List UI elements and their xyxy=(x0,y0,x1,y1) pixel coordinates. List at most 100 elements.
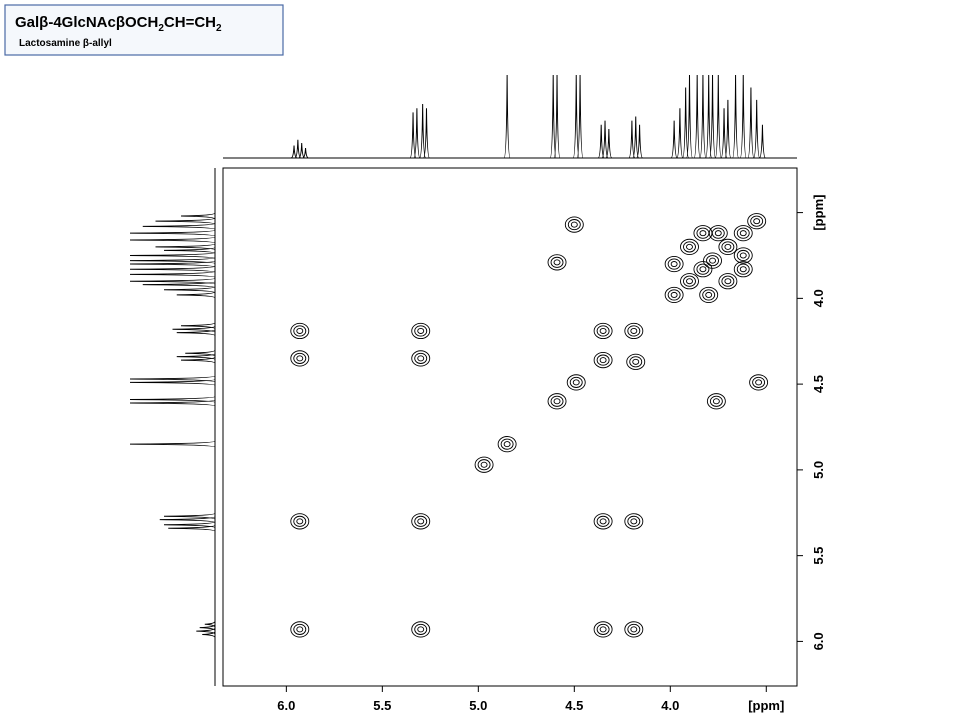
contour xyxy=(572,379,580,386)
contour xyxy=(711,227,725,239)
cross-peak xyxy=(733,247,753,264)
contour xyxy=(626,353,646,370)
top-trace-peak xyxy=(682,87,690,159)
cross-peak xyxy=(411,621,431,638)
contour xyxy=(736,263,750,275)
left-trace-peak xyxy=(129,265,216,273)
contour xyxy=(721,241,735,253)
cross-peak xyxy=(664,286,684,304)
contour xyxy=(632,358,640,365)
contour xyxy=(411,350,431,367)
left-trace-peak xyxy=(180,322,216,330)
cross-peak xyxy=(680,273,699,290)
x-tick-label: 6.0 xyxy=(277,698,295,713)
contour xyxy=(624,621,644,638)
contour xyxy=(739,252,747,259)
cross-peak xyxy=(564,216,584,233)
contour xyxy=(547,254,567,271)
top-trace-peak xyxy=(739,74,747,159)
contour xyxy=(749,374,769,391)
contour xyxy=(739,230,747,237)
contour xyxy=(709,395,723,407)
cross-peak xyxy=(474,456,494,473)
contour xyxy=(417,518,425,525)
contour xyxy=(477,459,491,471)
contour xyxy=(593,352,613,369)
contour xyxy=(503,441,511,448)
left-trace-peak xyxy=(129,229,216,237)
y-tick-label: 4.0 xyxy=(811,289,826,307)
left-trace-peak xyxy=(163,512,216,520)
top-trace-peak xyxy=(699,74,707,159)
top-trace-peak xyxy=(576,74,584,159)
contour xyxy=(747,213,767,230)
top-trace-peak xyxy=(709,74,717,159)
contour xyxy=(293,352,307,364)
contour xyxy=(599,327,607,334)
contour xyxy=(596,354,610,366)
contour xyxy=(624,513,644,530)
left-trace-peak xyxy=(185,349,216,357)
contour xyxy=(293,325,307,337)
contour xyxy=(411,513,431,530)
cross-peak xyxy=(290,621,310,638)
top-trace-peak xyxy=(693,74,701,159)
left-trace-peak xyxy=(129,270,216,278)
contour xyxy=(706,393,726,410)
top-trace-peak xyxy=(549,74,557,159)
top-trace-peak xyxy=(753,99,761,159)
left-trace-peak xyxy=(129,440,216,448)
contour xyxy=(733,225,753,242)
title-box xyxy=(4,4,284,56)
contour xyxy=(708,225,728,242)
top-trace-peak xyxy=(605,128,613,159)
contour xyxy=(593,621,613,638)
left-trace-peak xyxy=(176,291,216,299)
left-trace-peak xyxy=(142,222,216,230)
contour xyxy=(753,218,761,225)
x-tick-label: 4.0 xyxy=(661,698,679,713)
cross-peak xyxy=(693,261,713,278)
contour xyxy=(664,255,684,273)
top-trace-peak xyxy=(724,99,732,159)
y-tick-label: 6.0 xyxy=(811,632,826,650)
contour xyxy=(714,230,722,237)
contour xyxy=(664,286,684,304)
title-part: 2 xyxy=(158,23,164,34)
cross-peak xyxy=(699,286,719,304)
cross-peak xyxy=(411,513,431,530)
contour xyxy=(705,291,713,298)
contour xyxy=(480,461,488,468)
contour xyxy=(630,518,638,525)
top-trace-peak xyxy=(553,74,561,159)
contour xyxy=(709,257,716,264)
cross-peak xyxy=(547,393,567,410)
left-trace-peak xyxy=(129,251,216,259)
cross-peak xyxy=(706,393,726,410)
left-trace-peak xyxy=(129,375,216,383)
y-tick-label: 5.0 xyxy=(811,461,826,479)
contour xyxy=(680,238,699,256)
left-trace-peak xyxy=(129,396,216,404)
contour xyxy=(550,256,564,268)
top-trace-peak xyxy=(419,104,427,159)
contour xyxy=(712,398,720,405)
cross-peak xyxy=(497,436,517,453)
top-trace-peak xyxy=(670,120,678,159)
contour xyxy=(670,291,678,298)
contour xyxy=(570,221,578,228)
cross-peak xyxy=(718,238,738,256)
contour xyxy=(680,273,699,290)
contour xyxy=(290,621,310,638)
y-tick-label: 5.5 xyxy=(811,547,826,565)
contour xyxy=(474,456,494,473)
cross-peak xyxy=(680,238,699,256)
cross-peak xyxy=(593,322,613,340)
left-trace-peak xyxy=(204,621,216,628)
x-tick-label: [ppm] xyxy=(748,698,784,713)
chart-subtitle: Lactosamine β-allyl xyxy=(19,38,112,49)
contour xyxy=(593,513,613,530)
contour xyxy=(414,325,428,337)
cross-peak xyxy=(733,261,753,278)
top-trace-peak xyxy=(409,112,417,159)
